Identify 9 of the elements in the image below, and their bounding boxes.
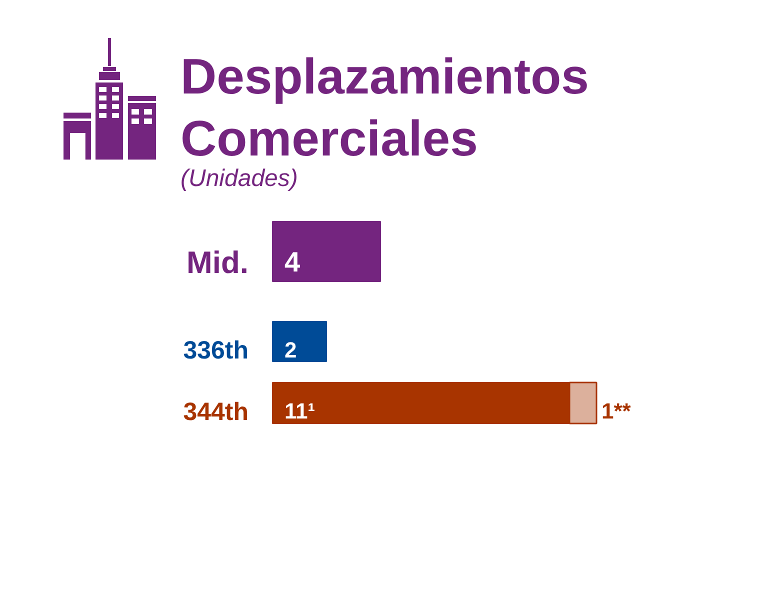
chart-subtitle: (Unidades) [180,165,298,192]
y-tick-label: Mid. [186,245,249,280]
data-label: 11¹ [284,398,316,424]
y-tick-label: 344th [183,398,249,426]
data-label: 1** [602,398,632,424]
y-tick-label: 336th [183,336,249,364]
data-label: 2 [284,337,297,362]
data-label: 4 [284,246,300,278]
chart-title: Desplazamientos Comerciales [180,48,589,166]
